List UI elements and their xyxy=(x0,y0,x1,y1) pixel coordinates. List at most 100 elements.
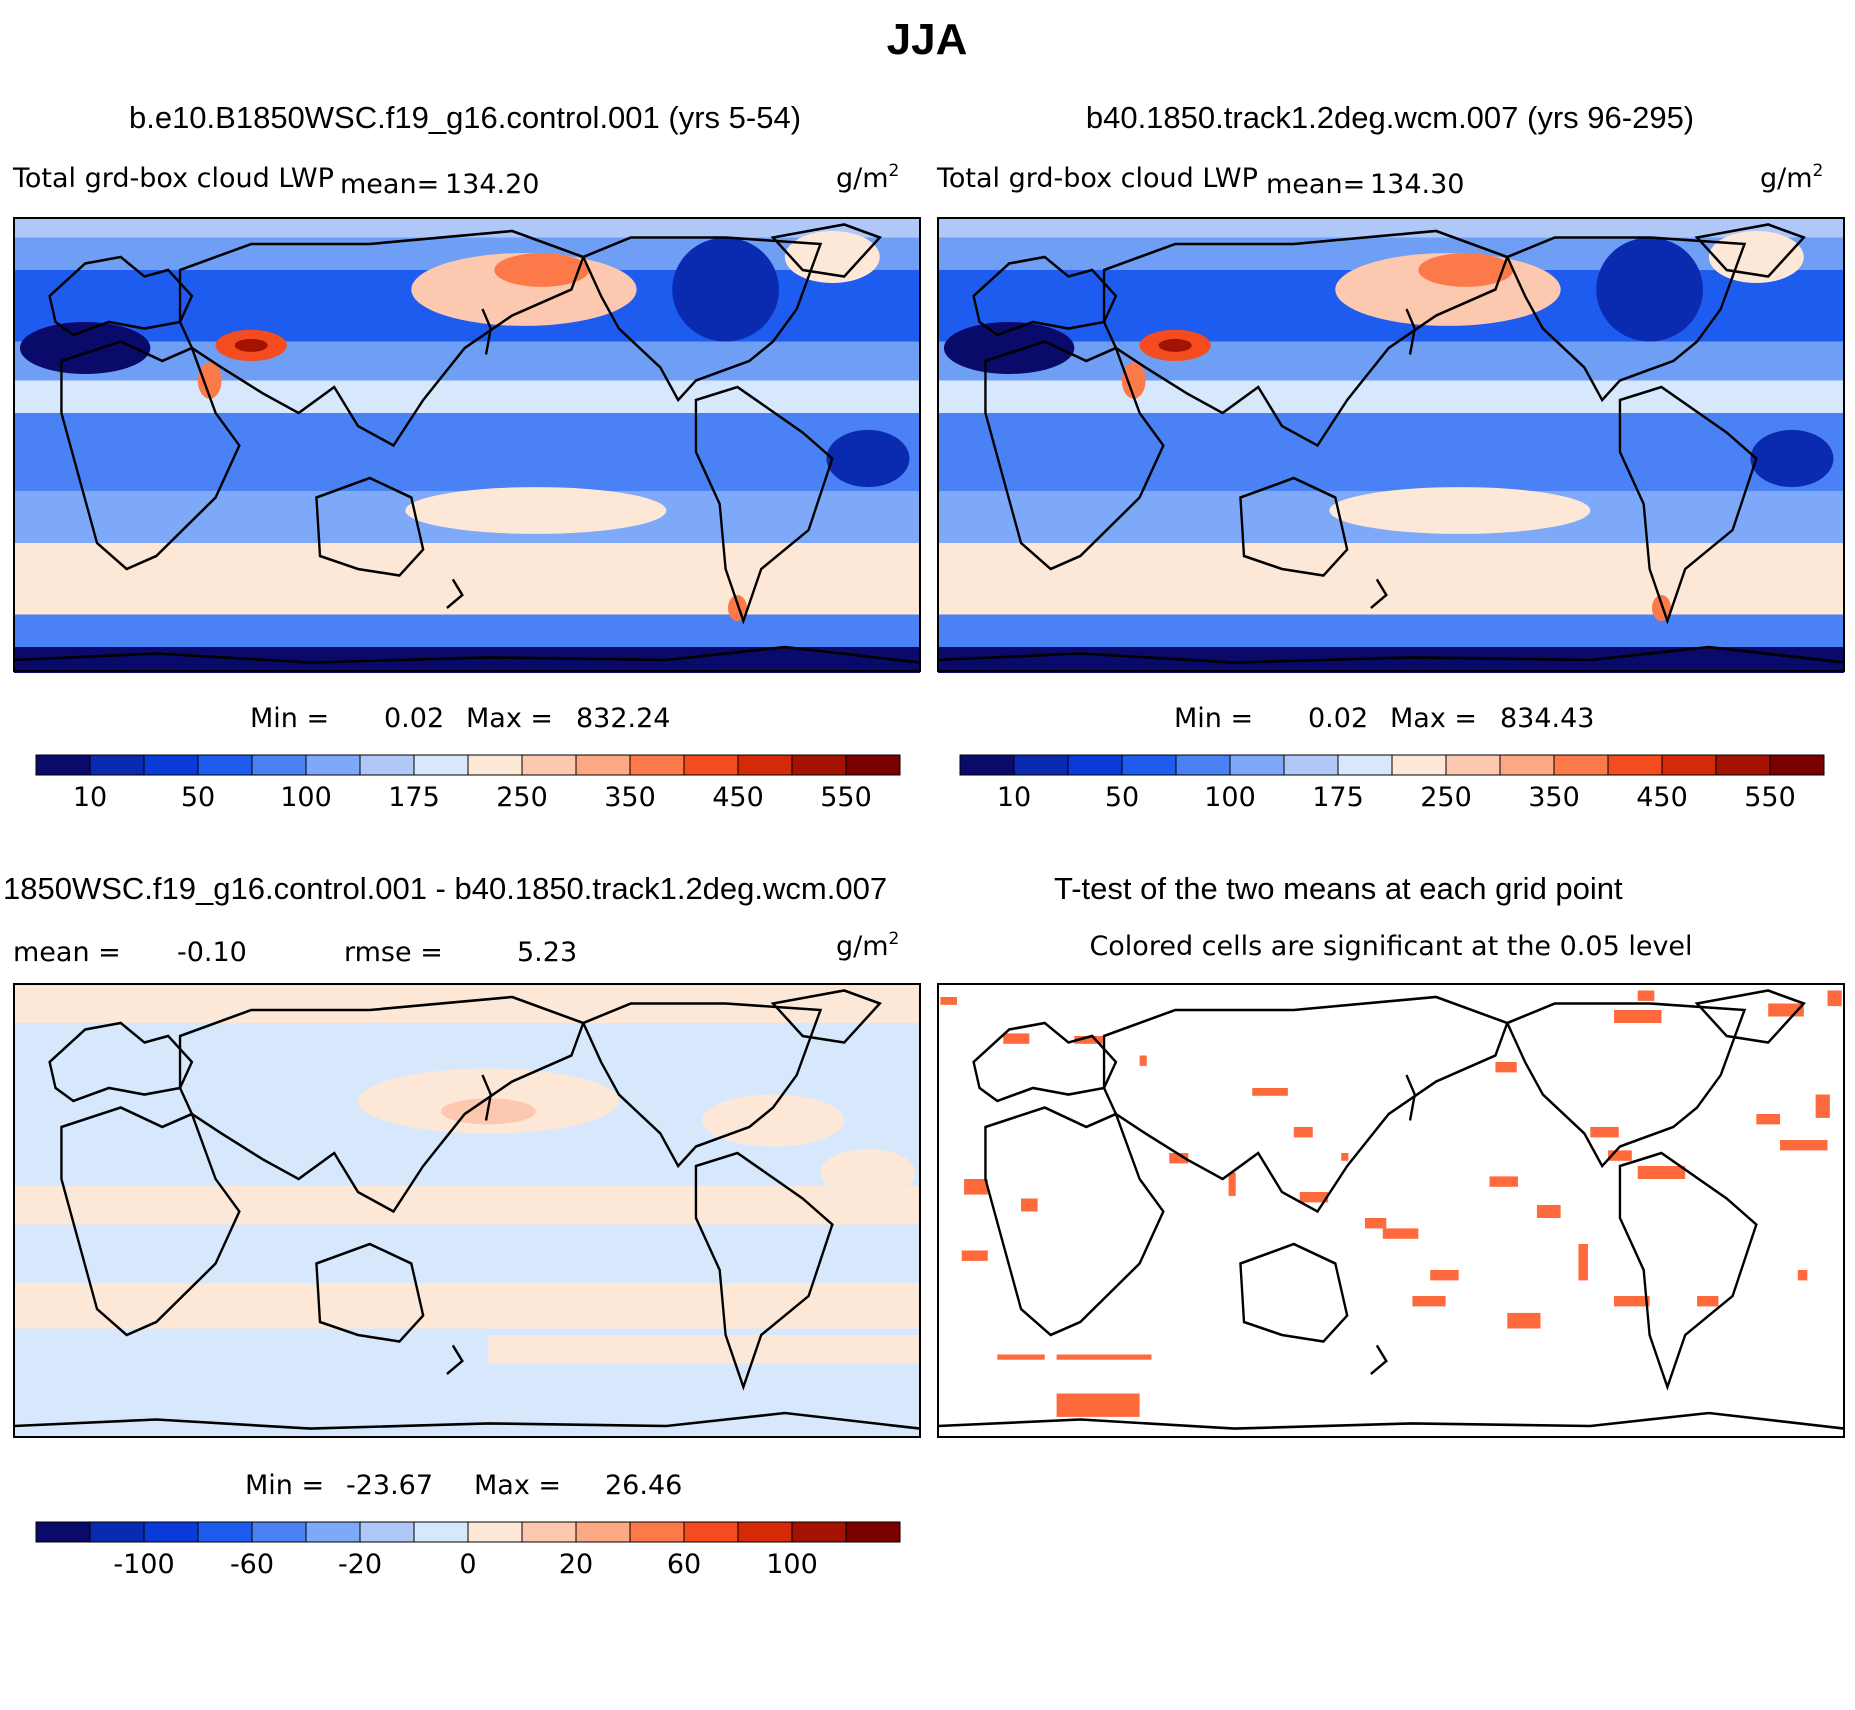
mean-label: mean= xyxy=(340,169,439,200)
colorbar-box xyxy=(467,754,523,776)
colorbar-tick-label: 100 xyxy=(1204,782,1256,813)
colorbar-box xyxy=(89,1521,145,1543)
mean-label: mean= xyxy=(1266,169,1365,200)
field-north-pacific-core xyxy=(494,253,590,287)
mean-readout: mean= 134.20 xyxy=(340,169,539,200)
significant-cell xyxy=(1169,1153,1189,1164)
min-value: 0.02 xyxy=(384,703,444,734)
colorbar: 10 50 100 175 250 350 450 550 xyxy=(959,754,1825,813)
field-band-south-midlat-2 xyxy=(488,1335,921,1364)
units-exponent: 2 xyxy=(889,929,900,949)
colorbar-box xyxy=(791,1521,847,1543)
min-label: Min = xyxy=(245,1470,324,1501)
colorbar-tick-label: 550 xyxy=(820,782,872,813)
colorbar-box xyxy=(959,754,1015,776)
significant-cell xyxy=(940,997,957,1005)
mean-readout: mean = -0.10 xyxy=(13,937,247,968)
significant-cell xyxy=(1299,1192,1329,1203)
significant-cell xyxy=(964,1179,988,1195)
map-frame xyxy=(937,217,1845,672)
max-label: Max = xyxy=(474,1470,561,1501)
panel-top-left: b.e10.B1850WSC.f19_g16.control.001 (yrs … xyxy=(12,100,922,813)
field-east-pacific xyxy=(701,1094,845,1147)
significant-cell xyxy=(1507,1312,1541,1329)
significant-cell xyxy=(1489,1176,1518,1187)
min-label: Min = xyxy=(1174,703,1253,734)
field-band-arctic xyxy=(14,218,921,238)
field-east-pacific xyxy=(1596,237,1703,342)
colorbar-box xyxy=(575,1521,631,1543)
stats-readout: Min = 0.02 Max = 832.24 xyxy=(250,703,670,734)
max-value: 832.24 xyxy=(576,703,670,734)
colorbar: -100 -60 -20 0 20 60 100 xyxy=(35,1521,901,1580)
panel-title: 1850WSC.f19_g16.control.001 - b40.1850.t… xyxy=(3,871,887,906)
significant-cell xyxy=(1697,1296,1719,1307)
significant-cell xyxy=(1293,1127,1313,1138)
colorbar-tick-label: -60 xyxy=(230,1549,274,1580)
significant-cell xyxy=(961,1250,988,1261)
colorbar-tick-label: 450 xyxy=(712,782,764,813)
significant-cell xyxy=(1056,1393,1140,1417)
units-base: g/m xyxy=(1760,163,1813,194)
map-plot xyxy=(936,983,1846,1438)
field-band-south-subtrop xyxy=(14,413,921,491)
significant-cell xyxy=(1614,1296,1650,1307)
colorbar-box xyxy=(1013,754,1069,776)
field-band-itcz xyxy=(938,380,1845,413)
mean-value: 134.20 xyxy=(445,169,539,200)
significant-cell xyxy=(1341,1153,1349,1161)
panel-top-right: b40.1850.track1.2deg.wcm.007 (yrs 96-295… xyxy=(936,100,1846,813)
min-value: -23.67 xyxy=(346,1470,433,1501)
max-label: Max = xyxy=(1390,703,1477,734)
colorbar-box xyxy=(791,754,847,776)
field-south-atlantic xyxy=(826,429,910,488)
colorbar-box xyxy=(1661,754,1717,776)
units-base: g/m xyxy=(836,163,889,194)
colorbar-box xyxy=(359,1521,415,1543)
map-plot xyxy=(12,983,922,1438)
colorbar-tick-label: 100 xyxy=(766,1549,818,1580)
panel-subtitle: Colored cells are significant at the 0.0… xyxy=(1089,931,1692,962)
significant-cell xyxy=(1756,1114,1781,1125)
colorbar-box xyxy=(1229,754,1285,776)
mean-label: mean = xyxy=(13,937,121,968)
colorbar-tick-label: 175 xyxy=(388,782,440,813)
significant-cell xyxy=(1815,1094,1830,1118)
field-band-antarctica xyxy=(14,647,921,673)
map-frame xyxy=(937,983,1845,1438)
min-value: 0.02 xyxy=(1308,703,1368,734)
colorbar-tick-label: 20 xyxy=(559,1549,593,1580)
field-band-antarctic-coast xyxy=(938,614,1845,647)
colorbar-box xyxy=(1769,754,1825,776)
colorbar-box xyxy=(1337,754,1393,776)
colorbar-tick-label: 50 xyxy=(181,782,215,813)
colorbar-box xyxy=(1391,754,1447,776)
max-label: Max = xyxy=(466,703,553,734)
figure-title: JJA xyxy=(887,15,968,64)
significant-cell xyxy=(1139,1055,1147,1066)
significant-cell xyxy=(1412,1296,1446,1307)
max-value: 26.46 xyxy=(605,1470,682,1501)
colorbar-tick-label: 50 xyxy=(1105,782,1139,813)
colorbar-box xyxy=(845,754,901,776)
min-label: Min = xyxy=(250,703,329,734)
significant-cell xyxy=(1780,1140,1828,1151)
field-sahara-low xyxy=(943,322,1075,374)
colorbar-box xyxy=(143,1521,199,1543)
colorbar-box xyxy=(197,1521,253,1543)
colorbar-tick-label: 350 xyxy=(1528,782,1580,813)
colorbar-box xyxy=(575,754,631,776)
colorbar-box xyxy=(143,754,199,776)
significant-cell xyxy=(1637,1166,1686,1179)
colorbar-box xyxy=(521,754,577,776)
units-base: g/m xyxy=(836,931,889,962)
colorbar-tick-label: 250 xyxy=(1420,782,1472,813)
significant-cell xyxy=(1578,1244,1588,1281)
colorbar-box xyxy=(197,754,253,776)
colorbar-box xyxy=(1445,754,1501,776)
colorbar-box xyxy=(683,754,739,776)
colorbar-tick-label: 10 xyxy=(997,782,1031,813)
significant-cell xyxy=(1614,1010,1662,1023)
colorbar-box xyxy=(1121,754,1177,776)
